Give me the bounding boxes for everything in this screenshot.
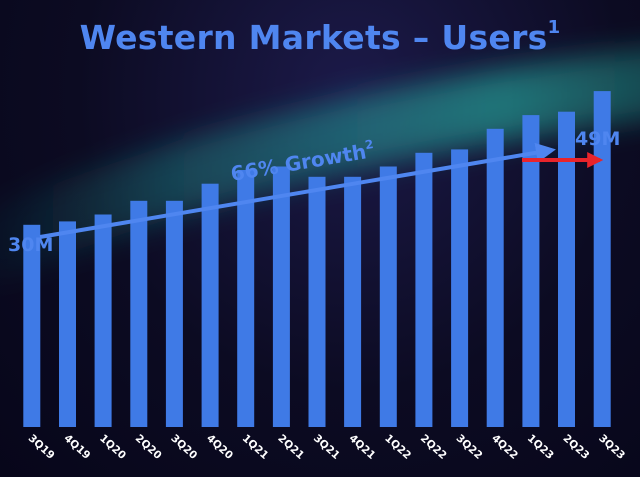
x-tick-3Q23: 3Q23 bbox=[596, 432, 627, 462]
end-value-label: 49M bbox=[575, 128, 620, 150]
x-tick-2Q20: 2Q20 bbox=[133, 432, 164, 462]
x-tick-2Q21: 2Q21 bbox=[275, 432, 306, 462]
bar-4Q20 bbox=[201, 183, 219, 427]
page-title: Western Markets – Users1 bbox=[0, 17, 640, 57]
bar-4Q19 bbox=[59, 221, 76, 427]
bar-1Q22 bbox=[379, 166, 397, 427]
growth-label-sup: 2 bbox=[364, 137, 375, 152]
x-tick-3Q21: 3Q21 bbox=[311, 432, 342, 462]
x-tick-1Q20: 1Q20 bbox=[97, 432, 128, 462]
x-tick-4Q22: 4Q22 bbox=[489, 432, 520, 462]
bar-4Q21 bbox=[344, 176, 362, 427]
x-tick-1Q21: 1Q21 bbox=[240, 432, 271, 462]
bars-group bbox=[23, 91, 611, 428]
bar-3Q22 bbox=[451, 149, 469, 427]
bar-2Q23 bbox=[558, 111, 575, 427]
page-title-text: Western Markets – Users bbox=[79, 18, 548, 57]
bar-1Q20 bbox=[94, 214, 112, 427]
x-tick-3Q22: 3Q22 bbox=[454, 432, 485, 462]
x-tick-4Q19: 4Q19 bbox=[61, 432, 92, 462]
bar-3Q20 bbox=[165, 200, 183, 427]
bar-3Q19 bbox=[23, 224, 41, 427]
start-value-label: 30M bbox=[8, 234, 53, 256]
x-tick-3Q19: 3Q19 bbox=[26, 432, 57, 462]
bar-2Q20 bbox=[130, 200, 148, 427]
bar-3Q23 bbox=[593, 91, 611, 427]
bar-2Q21 bbox=[272, 166, 290, 427]
bar-1Q21 bbox=[237, 170, 255, 427]
bar-1Q23 bbox=[522, 115, 540, 427]
bar-2Q22 bbox=[415, 152, 433, 428]
x-tick-4Q20: 4Q20 bbox=[204, 432, 235, 462]
glow-band bbox=[0, 49, 640, 281]
x-tick-4Q21: 4Q21 bbox=[347, 432, 378, 462]
x-tick-3Q20: 3Q20 bbox=[168, 432, 199, 462]
title-footnote-marker: 1 bbox=[547, 17, 561, 38]
x-tick-1Q23: 1Q23 bbox=[525, 432, 556, 462]
bar-4Q22 bbox=[486, 128, 504, 428]
x-tick-2Q23: 2Q23 bbox=[560, 432, 591, 462]
bar-3Q21 bbox=[308, 176, 326, 427]
growth-arrow bbox=[39, 142, 556, 239]
x-tick-1Q22: 1Q22 bbox=[382, 432, 413, 462]
x-tick-2Q22: 2Q22 bbox=[418, 432, 449, 462]
x-tick-labels: 3Q19 4Q19 1Q20 2Q20 3Q20 4Q20 1Q21 2Q21 3Q21 4Q21… bbox=[26, 432, 627, 462]
